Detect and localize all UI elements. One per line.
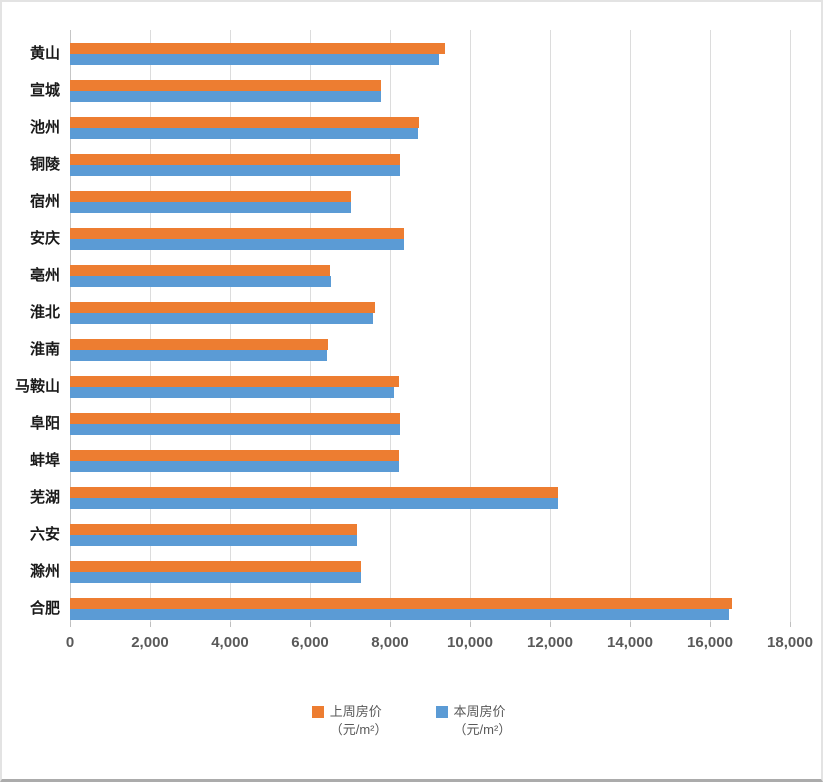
bar-this-week xyxy=(70,238,404,250)
category-label: 宿州 xyxy=(29,192,60,210)
gridline xyxy=(790,30,791,622)
category-label: 阜阳 xyxy=(29,414,60,432)
x-axis-tick xyxy=(710,622,711,627)
x-axis-label: 2,000 xyxy=(131,634,169,651)
gridline xyxy=(310,30,311,622)
x-axis-label: 10,000 xyxy=(447,634,493,651)
gridline xyxy=(710,30,711,622)
legend-label: 上周房价 （元/m²） xyxy=(330,703,388,739)
gridline xyxy=(470,30,471,622)
bar-this-week xyxy=(70,386,394,398)
bar-this-week xyxy=(70,90,382,102)
bar-last-week xyxy=(70,79,382,91)
category-label: 安庆 xyxy=(29,229,60,247)
x-axis-label: 0 xyxy=(65,634,75,651)
category-label: 黄山 xyxy=(29,44,60,62)
legend-label-unit: （元/m²） xyxy=(453,722,512,737)
category-label: 蚌埠 xyxy=(29,451,60,469)
x-axis-tick xyxy=(630,622,631,627)
legend-label-series-name: 本周房价 xyxy=(453,704,506,719)
category-label: 合肥 xyxy=(29,599,60,617)
bar-last-week xyxy=(70,597,732,609)
bar-this-week xyxy=(70,571,361,583)
legend-item-last-week: 上周房价 （元/m²） xyxy=(311,703,388,739)
x-axis-label: 4,000 xyxy=(211,634,249,651)
category-label: 淮北 xyxy=(29,303,60,321)
x-axis-tick xyxy=(150,622,151,627)
bar-this-week xyxy=(70,53,439,65)
bar-this-week xyxy=(70,608,729,620)
bar-this-week xyxy=(70,312,373,324)
bar-last-week xyxy=(70,523,358,535)
bar-last-week xyxy=(70,227,404,239)
x-axis-tick xyxy=(790,622,791,627)
bar-last-week xyxy=(70,486,558,498)
bar-last-week xyxy=(70,190,352,202)
bar-last-week xyxy=(70,42,446,54)
bar-this-week xyxy=(70,164,400,176)
legend-label: 本周房价 （元/m²） xyxy=(454,703,512,739)
gridline xyxy=(630,30,631,622)
x-axis-tick xyxy=(230,622,231,627)
x-axis-label: 14,000 xyxy=(607,634,653,651)
x-axis-tick xyxy=(70,622,71,627)
category-label: 铜陵 xyxy=(29,155,60,173)
category-label: 六安 xyxy=(29,525,60,543)
bar-last-week xyxy=(70,449,400,461)
x-axis-tick xyxy=(550,622,551,627)
x-axis-label: 16,000 xyxy=(687,634,733,651)
bar-this-week xyxy=(70,423,400,435)
category-label: 亳州 xyxy=(29,266,60,284)
gridline xyxy=(550,30,551,622)
bar-last-week xyxy=(70,560,361,572)
bar-this-week xyxy=(70,275,332,287)
category-label: 马鞍山 xyxy=(14,377,60,395)
legend-label-series-name: 上周房价 xyxy=(329,704,382,719)
category-label: 滁州 xyxy=(29,562,60,580)
category-label: 宣城 xyxy=(29,81,60,99)
category-label: 池州 xyxy=(29,118,60,136)
bar-this-week xyxy=(70,201,352,213)
x-axis-tick xyxy=(310,622,311,627)
legend-swatch-last-week xyxy=(311,706,324,718)
bar-this-week xyxy=(70,127,419,139)
x-axis-label: 6,000 xyxy=(291,634,329,651)
bar-last-week xyxy=(70,264,330,276)
bar-last-week xyxy=(70,412,400,424)
bar-last-week xyxy=(70,338,329,350)
x-axis-label: 8,000 xyxy=(371,634,409,651)
legend-swatch-this-week xyxy=(435,706,448,718)
category-label: 淮南 xyxy=(29,340,60,358)
bar-this-week xyxy=(70,534,358,546)
category-label: 芜湖 xyxy=(29,488,60,506)
bar-this-week xyxy=(70,460,399,472)
bar-last-week xyxy=(70,375,400,387)
bar-this-week xyxy=(70,497,558,509)
legend: 上周房价 （元/m²） 本周房价 （元/m²） xyxy=(2,703,821,739)
x-axis-label: 18,000 xyxy=(767,634,813,651)
x-axis-tick xyxy=(470,622,471,627)
bar-last-week xyxy=(70,116,420,128)
value-axis-line xyxy=(70,30,71,622)
gridline xyxy=(390,30,391,622)
legend-label-unit: （元/m²） xyxy=(329,722,388,737)
gridline xyxy=(150,30,151,622)
legend-item-this-week: 本周房价 （元/m²） xyxy=(435,703,512,739)
x-axis-tick xyxy=(390,622,391,627)
bar-last-week xyxy=(70,153,400,165)
plot-area xyxy=(70,30,791,622)
bar-last-week xyxy=(70,301,376,313)
x-axis-label: 12,000 xyxy=(527,634,573,651)
bar-this-week xyxy=(70,349,327,361)
gridline xyxy=(230,30,231,622)
